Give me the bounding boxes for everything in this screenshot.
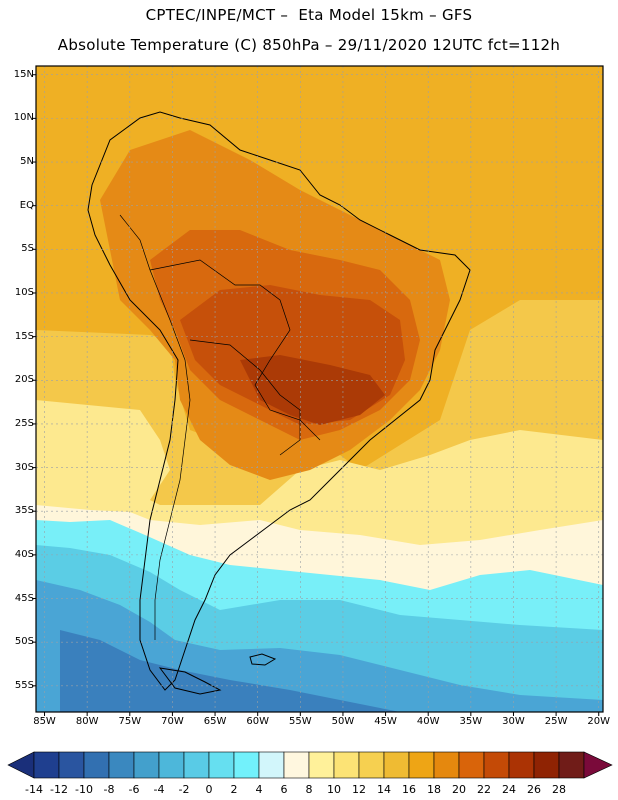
- andes-border: [119, 214, 191, 640]
- lat-label: 10N: [13, 112, 34, 124]
- colorbar-label: -12: [50, 783, 68, 796]
- colorbar-swatch: [558, 751, 585, 779]
- brazil-border: [149, 259, 321, 441]
- colorbar-swatch: [283, 751, 310, 779]
- colorbar-label: 22: [477, 783, 491, 796]
- colorbar-label: 10: [327, 783, 341, 796]
- colorbar-swatch: [358, 751, 385, 779]
- lat-label: 40S: [14, 548, 34, 560]
- colorbar-label: 14: [377, 783, 391, 796]
- colorbar-swatch: [383, 751, 410, 779]
- colorbar-label: -4: [153, 783, 165, 796]
- south-america-coastline: [87, 111, 471, 691]
- lat-label: 10S: [14, 286, 34, 298]
- lon-label: 45W: [374, 716, 397, 727]
- colorbar-label: 2: [230, 783, 238, 796]
- colorbar-label: -2: [178, 783, 190, 796]
- lon-label: 65W: [203, 716, 227, 727]
- bolivia-paraguay-border: [189, 339, 301, 456]
- lat-label: 5S: [21, 243, 34, 255]
- lon-label: 75W: [118, 716, 142, 727]
- colorbar-swatch: [333, 751, 360, 779]
- lon-label: 60W: [246, 716, 269, 727]
- colorbar-swatch: [183, 751, 210, 779]
- zone-far-south-cold: [60, 630, 400, 712]
- colorbar-label: 16: [402, 783, 416, 796]
- falkland-islands: [249, 653, 277, 666]
- colorbar-label: 20: [452, 783, 466, 796]
- lat-label: 15S: [14, 330, 34, 342]
- colorbar-label: -6: [128, 783, 140, 796]
- lon-label: 25W: [544, 716, 568, 727]
- temperature-field: [36, 66, 603, 712]
- colorbar-label: 0: [205, 783, 213, 796]
- colorbar-swatch: [408, 751, 435, 779]
- lat-label: EQ: [19, 199, 34, 211]
- lat-label: 5N: [20, 156, 34, 168]
- lon-label: 20W: [587, 716, 611, 727]
- lat-label: 55S: [14, 679, 34, 691]
- axis-ticks: [32, 74, 600, 716]
- lon-label: 40W: [416, 716, 440, 727]
- colorbar-label: 8: [305, 783, 313, 796]
- colorbar-label: -14: [25, 783, 43, 796]
- colorbar-label: 6: [280, 783, 288, 796]
- lon-label: 50W: [331, 716, 355, 727]
- lat-label: 25S: [14, 417, 34, 429]
- colorbar-swatch: [208, 751, 235, 779]
- map-frame: [35, 65, 604, 713]
- lat-label: 30S: [14, 461, 34, 473]
- colorbar-label: 26: [527, 783, 541, 796]
- colorbar-label: 12: [352, 783, 366, 796]
- colorbar-swatch: [508, 751, 535, 779]
- lon-label: 30W: [502, 716, 525, 727]
- colorbar-swatch: [83, 751, 110, 779]
- colorbar-low-arrow: [7, 751, 35, 779]
- colorbar-label: 18: [427, 783, 441, 796]
- colorbar-swatch: [233, 751, 260, 779]
- colorbar-swatch: [308, 751, 335, 779]
- lat-label: 20S: [14, 374, 34, 386]
- colorbar-label: 4: [255, 783, 263, 796]
- colorbar-swatch: [158, 751, 185, 779]
- colorbar-swatch: [458, 751, 485, 779]
- colorbar-label: 28: [552, 783, 566, 796]
- title-line-1: CPTEC/INPE/MCT – Eta Model 15km – GFS: [145, 6, 473, 24]
- colorbar-label: 24: [502, 783, 516, 796]
- colorbar-high-arrow: [583, 751, 613, 779]
- colorbar-swatch: [33, 751, 60, 779]
- lat-label: 35S: [14, 505, 34, 517]
- lon-label: 70W: [161, 716, 184, 727]
- colorbar-swatch: [133, 751, 160, 779]
- tierra-del-fuego: [158, 667, 222, 695]
- colorbar-label: -10: [75, 783, 93, 796]
- lat-label: 45S: [14, 592, 34, 604]
- zone-hotspot: [240, 355, 385, 425]
- colorbar-label: -8: [103, 783, 115, 796]
- title-line-2: Absolute Temperature (C) 850hPa – 29/11/…: [57, 36, 561, 54]
- lon-label: 55W: [289, 716, 312, 727]
- lat-label: 15N: [13, 68, 34, 80]
- colorbar: [7, 751, 613, 779]
- colorbar-swatch: [483, 751, 510, 779]
- colorbar-swatch: [108, 751, 135, 779]
- colorbar-swatch: [58, 751, 85, 779]
- lat-label: 50S: [14, 636, 34, 648]
- colorbar-swatch: [258, 751, 285, 779]
- colorbar-swatch: [433, 751, 460, 779]
- colorbar-swatch: [533, 751, 560, 779]
- lon-label: 85W: [33, 716, 56, 727]
- lon-label: 80W: [75, 716, 99, 727]
- lon-label: 35W: [459, 716, 483, 727]
